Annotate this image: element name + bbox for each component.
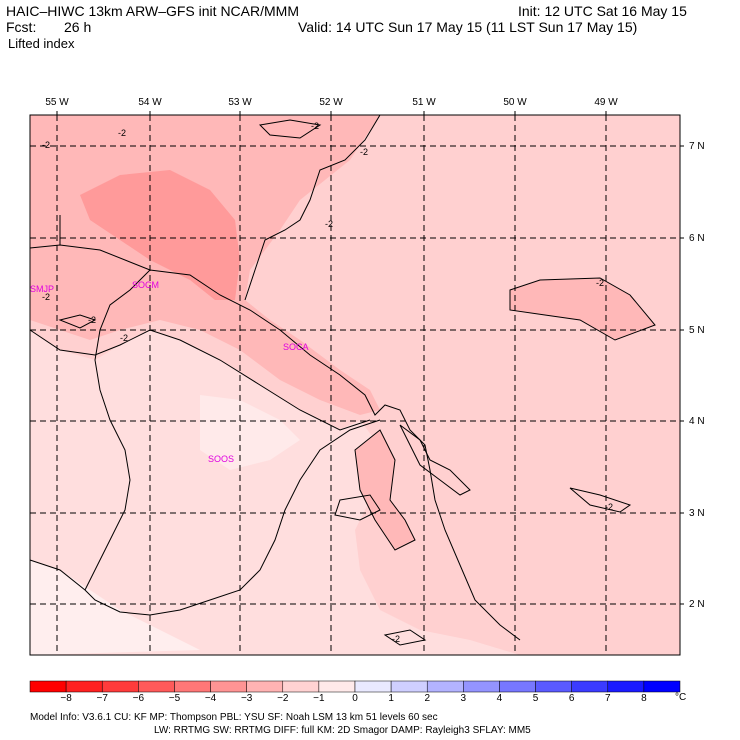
colorbar-tick-label: 0	[352, 693, 358, 704]
colorbar-tick-label: −6	[132, 693, 145, 704]
colorbar-tick-label: −2	[277, 693, 289, 704]
colorbar-tick-label: 6	[568, 693, 575, 704]
frame-ticks	[56, 111, 684, 605]
contour-label: -2	[360, 147, 369, 157]
colorbar	[29, 680, 681, 693]
model-info-line1: Model Info: V3.6.1 CU: KF MP: Thompson P…	[30, 712, 438, 723]
colorbar-swatch	[571, 680, 609, 693]
init-time: Init: 12 UTC Sat 16 May 15	[518, 3, 687, 19]
lat-label: 3 N	[689, 508, 705, 519]
colorbar-swatch	[354, 680, 392, 693]
field-name: Lifted index	[8, 36, 75, 51]
colorbar-swatch	[65, 680, 103, 693]
lightest-field-sw	[30, 560, 200, 655]
colorbar-tick-label: −4	[204, 693, 217, 704]
contour-label: -2	[88, 315, 97, 325]
light-patch-center	[200, 395, 300, 470]
station-label: SOCA	[283, 342, 309, 352]
colorbar-tick-label: −5	[168, 693, 181, 704]
forecast-label: Fcst:	[6, 19, 37, 35]
colorbar-tick-label: 3	[460, 693, 467, 704]
graticule	[30, 115, 680, 655]
lat-label: 4 N	[689, 416, 705, 427]
lon-label: 50 W	[503, 97, 527, 108]
valid-time: Valid: 14 UTC Sun 17 May 15 (11 LST Sun …	[298, 19, 638, 35]
colorbar-swatch	[390, 680, 428, 693]
colorbar-swatch	[463, 680, 500, 693]
contour-lines	[29, 114, 656, 646]
colorbar-tick-label: −1	[313, 693, 325, 704]
colorbar-swatch	[29, 680, 67, 693]
colorbar-swatch	[499, 680, 536, 693]
field-patch-east	[510, 278, 655, 340]
colorbar-swatch	[535, 680, 572, 693]
field-patch-coastal	[355, 430, 415, 550]
lat-label: 5 N	[689, 325, 705, 336]
colorbar-swatch	[138, 680, 175, 693]
colorbar-tick-label: −3	[240, 693, 253, 704]
contour-label: -2	[42, 140, 51, 150]
darkest-field-core	[80, 170, 240, 300]
colorbar-swatch	[318, 680, 356, 693]
colorbar-tick-label: 4	[496, 693, 503, 704]
colorbar-tick-label: 8	[641, 693, 647, 704]
station-label: SMJP	[30, 284, 55, 294]
contour-label: -2	[392, 634, 401, 644]
colorbar-swatch	[174, 680, 211, 693]
model-info-line2: LW: RRTMG SW: RRTMG DIFF: full KM: 2D Sm…	[154, 725, 531, 736]
lat-label: 6 N	[689, 233, 705, 244]
colorbar-tick-label: 7	[604, 693, 611, 704]
contour-label: -2	[118, 128, 127, 138]
plot-title: HAIC–HIWC 13km ARW–GFS init NCAR/MMM	[6, 3, 299, 19]
colorbar-tick-label: 5	[532, 693, 539, 704]
colorbar-unit: °C	[675, 692, 687, 703]
lon-label: 49 W	[594, 97, 618, 108]
contour-label: -2	[605, 502, 614, 512]
forecast-hour: 26 h	[64, 19, 92, 35]
lon-label: 55 W	[45, 97, 69, 108]
colorbar-tick-label: −8	[60, 693, 72, 704]
colorbar-swatch	[101, 680, 139, 693]
colorbar-swatch	[246, 680, 284, 693]
lon-label: 53 W	[228, 97, 252, 108]
lat-label: 2 N	[689, 599, 705, 610]
colorbar-tick-label: 2	[424, 693, 430, 704]
land-lighter-field	[30, 330, 520, 655]
contour-label: -2	[120, 333, 129, 343]
lon-label: 51 W	[412, 97, 436, 108]
contour-label: -2	[325, 219, 334, 229]
station-label: SOCM	[132, 280, 159, 290]
colorbar-swatch	[210, 680, 247, 693]
colorbar-swatch	[643, 680, 681, 693]
station-label: SOOS	[208, 454, 235, 464]
colorbar-swatch	[282, 680, 320, 693]
colorbar-swatch	[426, 680, 464, 693]
coastline-borders	[29, 215, 521, 641]
lon-label: 54 W	[138, 97, 162, 108]
colorbar-swatch	[607, 680, 645, 693]
colorbar-tick-label: 1	[388, 693, 394, 704]
colorbar-tick-label: −7	[96, 693, 108, 704]
lat-label: 7 N	[689, 141, 705, 152]
contour-label: -2	[596, 278, 605, 288]
lon-label: 52 W	[319, 97, 343, 108]
contour-label: -2	[311, 121, 320, 131]
map-frame	[29, 114, 681, 656]
contour-label: -2	[42, 292, 51, 302]
